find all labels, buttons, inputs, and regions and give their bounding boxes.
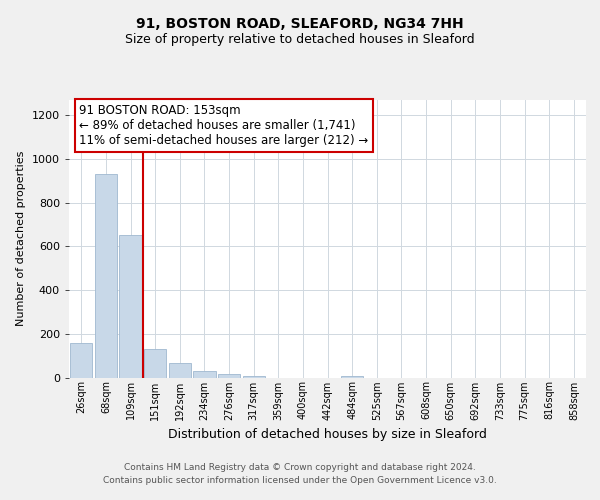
Text: Contains HM Land Registry data © Crown copyright and database right 2024.: Contains HM Land Registry data © Crown c… [124,462,476,471]
Text: Contains public sector information licensed under the Open Government Licence v3: Contains public sector information licen… [103,476,497,485]
X-axis label: Distribution of detached houses by size in Sleaford: Distribution of detached houses by size … [168,428,487,441]
Bar [169,364,191,378]
Text: 91 BOSTON ROAD: 153sqm
← 89% of detached houses are smaller (1,741)
11% of semi-: 91 BOSTON ROAD: 153sqm ← 89% of detached… [79,104,368,147]
Text: Size of property relative to detached houses in Sleaford: Size of property relative to detached ho… [125,32,475,46]
Bar [242,376,265,378]
Bar [193,371,215,378]
Bar [341,376,364,378]
Bar [95,174,117,378]
Bar [119,236,142,378]
Bar [144,349,166,378]
Y-axis label: Number of detached properties: Number of detached properties [16,151,26,326]
Bar [218,374,240,378]
Text: 91, BOSTON ROAD, SLEAFORD, NG34 7HH: 91, BOSTON ROAD, SLEAFORD, NG34 7HH [136,18,464,32]
Bar [70,342,92,378]
